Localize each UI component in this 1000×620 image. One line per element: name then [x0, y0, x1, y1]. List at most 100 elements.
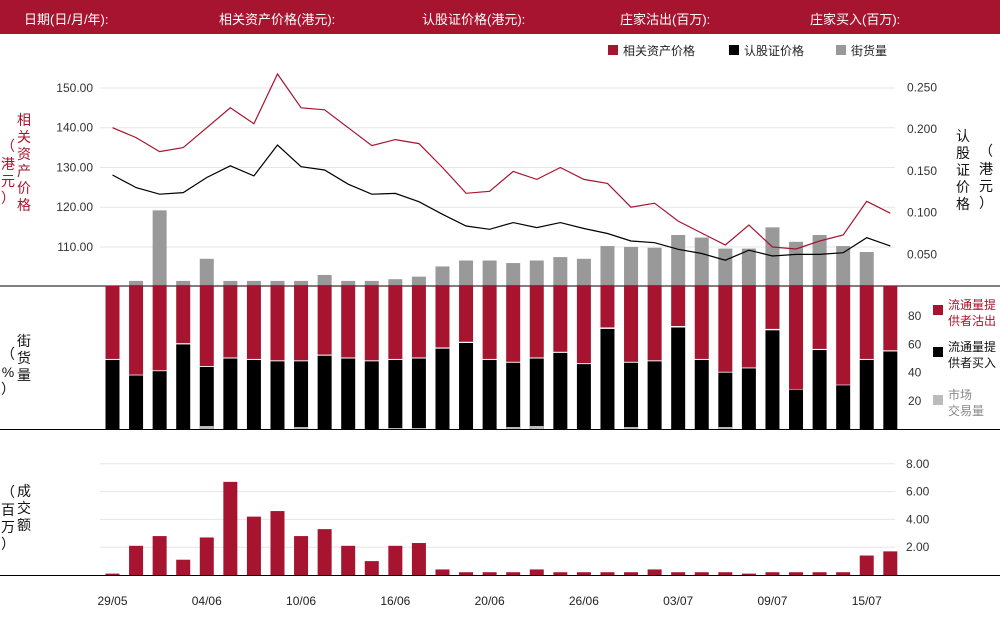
mm-buy-bar — [435, 348, 450, 429]
outstanding-bar — [647, 247, 662, 286]
mm-buy-bar — [482, 359, 497, 429]
warrant-price-axis-label: 认股证价格 — [956, 128, 970, 212]
turnover-bar — [694, 572, 709, 575]
outstanding-bar — [364, 280, 379, 286]
turnover-bar — [812, 572, 827, 575]
market-turnover-bar — [294, 427, 309, 429]
turnover-bar — [741, 573, 756, 575]
date-tick-label: 26/06 — [569, 594, 599, 608]
header-underlying-price-field: 相关资产价格(港元): — [219, 12, 336, 27]
outstanding-bar — [506, 263, 521, 286]
mm-sell-bar — [741, 286, 756, 368]
mm-buy-bar — [741, 368, 756, 429]
outstanding-bar — [129, 280, 144, 286]
mm-sell-bar — [176, 286, 191, 344]
mm-sell-bar — [317, 286, 332, 355]
outstanding-bar — [223, 280, 238, 286]
turnover-tick-label: 8.00 — [906, 457, 930, 471]
pct-legend-label: 供者买入 — [948, 356, 996, 370]
legend-label: 认股证价格 — [744, 43, 804, 58]
turnover-bar — [388, 545, 403, 575]
date-tick-label: 29/05 — [97, 594, 127, 608]
mm-sell-bar — [859, 286, 874, 359]
mm-buy-bar — [223, 358, 238, 429]
mm-buy-bar — [411, 358, 426, 429]
mm-buy-bar — [246, 359, 261, 429]
mm-buy-bar — [718, 372, 733, 429]
header-warrant-price-field: 认股证价格(港元): — [422, 12, 526, 27]
mm-buy-bar — [199, 366, 214, 429]
turnover-bar — [223, 481, 238, 575]
right-tick-label: 0.050 — [907, 247, 937, 261]
mm-sell-bar — [341, 286, 356, 358]
mm-buy-bar — [836, 385, 851, 429]
turnover-bar — [129, 545, 144, 575]
pct-legend-swatch — [933, 395, 943, 405]
mm-sell-bar — [294, 286, 309, 361]
mm-sell-bar — [435, 286, 450, 348]
mm-buy-bar — [647, 361, 662, 429]
right-tick-label: 0.100 — [907, 206, 937, 220]
left-tick-label: 130.00 — [56, 160, 93, 174]
outstanding-bar — [411, 276, 426, 286]
mm-sell-bar — [506, 286, 521, 362]
outstanding-bar — [529, 260, 544, 286]
pct-tick-label: 80 — [908, 309, 922, 323]
turnover-bar — [294, 536, 309, 575]
market-turnover-bar — [388, 428, 403, 429]
outstanding-bar — [789, 241, 804, 286]
turnover-bar — [647, 569, 662, 575]
pct-tick-label: 20 — [908, 394, 922, 408]
outstanding-bar — [317, 274, 332, 286]
date-tick-label: 04/06 — [192, 594, 222, 608]
underlying-price-axis-label: 相关资产价格 — [17, 112, 31, 213]
mm-buy-bar — [176, 344, 191, 429]
outstanding-bar — [199, 258, 214, 286]
mm-buy-bar — [600, 328, 615, 429]
header-bar: 日期(日/月/年): 相关资产价格(港元): 认股证价格(港元): 庄家沽出(百… — [0, 0, 1000, 34]
market-turnover-bar — [529, 426, 544, 429]
mm-buy-bar — [624, 362, 639, 429]
mm-sell-bar — [459, 286, 474, 342]
turnover-bar — [859, 555, 874, 575]
date-tick-label: 16/06 — [380, 594, 410, 608]
pct-tick-label: 40 — [908, 366, 922, 380]
pct-legend-label: 流通量提 — [948, 297, 996, 312]
date-tick-label: 15/07 — [852, 594, 882, 608]
mm-sell-bar — [647, 286, 662, 361]
date-tick-label: 10/06 — [286, 594, 316, 608]
turnover-bar — [341, 545, 356, 575]
turnover-value-axis-unit: （百万） — [1, 484, 15, 552]
pct-legend-swatch — [933, 347, 943, 357]
turnover-bar — [765, 572, 780, 575]
turnover-bar — [364, 561, 379, 575]
mm-buy-bar — [812, 350, 827, 429]
legend-swatch — [729, 45, 739, 55]
outstanding-bar — [553, 257, 568, 286]
legend-swatch — [836, 45, 846, 55]
mm-sell-bar — [553, 286, 568, 352]
mm-sell-bar — [694, 286, 709, 359]
turnover-tick-label: 4.00 — [906, 512, 930, 526]
mm-sell-bar — [364, 286, 379, 361]
turnover-bar — [317, 529, 332, 575]
mm-buy-bar — [529, 358, 544, 429]
mm-sell-bar — [482, 286, 497, 359]
outstanding-bar — [459, 260, 474, 286]
mm-sell-bar — [223, 286, 238, 358]
warrant-price-axis-unit: （港元） — [979, 143, 993, 211]
outstanding-bar — [624, 246, 639, 286]
left-tick-label: 120.00 — [56, 200, 93, 214]
turnover-pct-axis-unit: （%） — [1, 346, 15, 397]
mm-sell-bar — [105, 286, 120, 359]
mm-sell-bar — [836, 286, 851, 385]
turnover-bar — [105, 573, 120, 575]
mm-sell-bar — [388, 286, 403, 359]
pct-legend-swatch — [933, 305, 943, 315]
market-turnover-bar — [624, 427, 639, 429]
mm-buy-bar — [152, 371, 167, 429]
turnover-bar — [482, 572, 497, 575]
warrant-price-line — [112, 144, 891, 261]
outstanding-bar — [152, 210, 167, 286]
mm-sell-bar — [152, 286, 167, 371]
